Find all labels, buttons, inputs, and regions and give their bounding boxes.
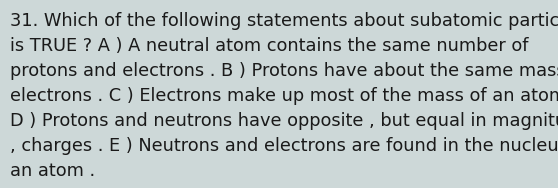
Text: D ) Protons and neutrons have opposite , but equal in magnitude: D ) Protons and neutrons have opposite ,…: [10, 112, 558, 130]
Text: protons and electrons . B ) Protons have about the same mass as: protons and electrons . B ) Protons have…: [10, 62, 558, 80]
Text: is TRUE ? A ) A neutral atom contains the same number of: is TRUE ? A ) A neutral atom contains th…: [10, 37, 528, 55]
Text: an atom .: an atom .: [10, 162, 95, 180]
Text: , charges . E ) Neutrons and electrons are found in the nucleus of: , charges . E ) Neutrons and electrons a…: [10, 137, 558, 155]
Text: 31. Which of the following statements about subatomic particles: 31. Which of the following statements ab…: [10, 12, 558, 30]
Text: electrons . C ) Electrons make up most of the mass of an atom .: electrons . C ) Electrons make up most o…: [10, 87, 558, 105]
